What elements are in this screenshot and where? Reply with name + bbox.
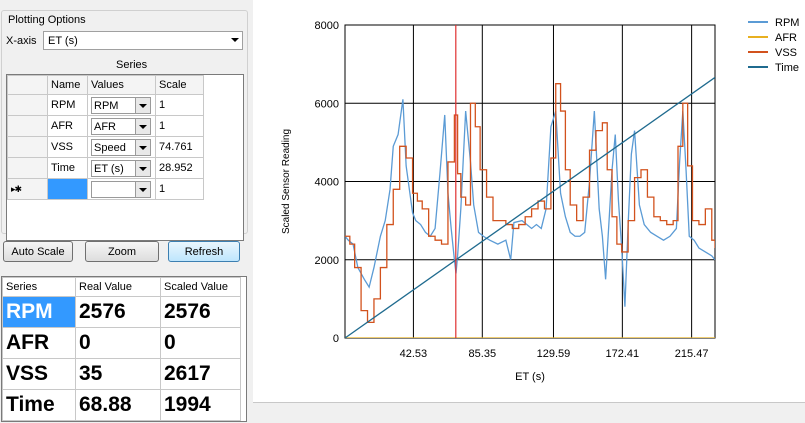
xaxis-select-value: ET (s)	[48, 35, 78, 47]
legend-label: RPM	[775, 17, 799, 29]
series-cell[interactable]: RPM	[2, 296, 76, 328]
y-tick-label: 4000	[315, 177, 339, 189]
new-row-values-cell[interactable]	[87, 178, 156, 200]
auto-scale-button[interactable]: Auto Scale	[3, 241, 73, 262]
values-combo-value: ET (s)	[94, 162, 124, 175]
chart-area[interactable]: 42.53 85.35 129.59 172.41 215.47 0 2000 4000 600…	[253, 0, 805, 402]
chevron-down-icon[interactable]	[135, 118, 150, 134]
table-row[interactable]: RPM 2576 2576	[2, 296, 241, 328]
series-values-cell[interactable]: Speed	[87, 136, 156, 158]
values-combo-value: RPM	[94, 99, 119, 112]
row-header[interactable]	[7, 136, 48, 158]
status-bar	[253, 402, 805, 423]
new-row-name-cell[interactable]	[47, 178, 88, 200]
chevron-down-icon[interactable]	[231, 38, 239, 42]
series-scale-cell[interactable]: 1	[155, 115, 204, 137]
table-row[interactable]: AFR 0 0	[2, 327, 241, 359]
column-header-name[interactable]: Name	[47, 75, 88, 95]
table-row[interactable]: VSS 35 2617	[2, 358, 241, 390]
plotting-options-group: Plotting Options X-axis ET (s) Series Na…	[1, 10, 248, 241]
values-combo-value: AFR	[94, 120, 116, 133]
legend-label: AFR	[775, 32, 797, 44]
column-header-values[interactable]: Values	[87, 75, 156, 95]
values-combo-value: Speed	[94, 141, 126, 154]
series-scale-cell[interactable]: 28.952	[155, 157, 204, 179]
column-header-scaled-value[interactable]: Scaled Value	[160, 277, 241, 297]
real-value-cell[interactable]: 2576	[75, 296, 161, 328]
values-combo[interactable]: Speed	[91, 138, 151, 156]
table-row[interactable]: VSS Speed 74.761	[7, 136, 204, 158]
y-tick-label: 6000	[315, 98, 339, 110]
table-row[interactable]: Time 68.88 1994	[2, 389, 241, 421]
series-cell[interactable]: Time	[2, 389, 76, 421]
x-tick-label: 129.59	[537, 348, 571, 360]
real-value-cell[interactable]: 68.88	[75, 389, 161, 421]
row-header-corner	[7, 75, 48, 95]
zoom-button[interactable]: Zoom	[85, 241, 159, 262]
chevron-down-icon[interactable]	[135, 139, 150, 155]
chevron-down-icon[interactable]	[135, 160, 150, 176]
row-header[interactable]	[7, 157, 48, 179]
series-values-cell[interactable]: AFR	[87, 115, 156, 137]
y-tick-label: 8000	[315, 20, 339, 32]
series-name-cell[interactable]: AFR	[47, 115, 88, 137]
x-tick-label: 215.47	[675, 348, 709, 360]
row-header[interactable]	[7, 115, 48, 137]
series-grid[interactable]: Name Values Scale RPM RPM 1 AFR AFR 1 VS…	[6, 74, 244, 241]
y-tick-label: 2000	[315, 255, 339, 267]
scaled-value-cell[interactable]: 2576	[160, 296, 241, 328]
new-row-marker-icon[interactable]: ▸✱	[7, 178, 48, 200]
x-tick-label: 172.41	[606, 348, 640, 360]
table-row[interactable]: Time ET (s) 28.952	[7, 157, 204, 179]
values-combo[interactable]: AFR	[91, 117, 151, 135]
xaxis-select[interactable]: ET (s)	[43, 31, 243, 50]
series-line-vss	[345, 83, 715, 324]
series-label: Series	[116, 59, 148, 71]
xaxis-label: X-axis	[6, 35, 37, 47]
y-tick-label: 0	[333, 333, 339, 345]
x-tick-label: 42.53	[400, 348, 428, 360]
column-header-real-value[interactable]: Real Value	[75, 277, 161, 297]
x-tick-label: 85.35	[469, 348, 497, 360]
column-header-scale[interactable]: Scale	[155, 75, 204, 95]
values-header: Series Real Value Scaled Value	[2, 277, 241, 297]
series-line-time	[345, 76, 715, 338]
values-combo[interactable]	[91, 180, 151, 198]
chevron-down-icon[interactable]	[135, 97, 150, 113]
scaled-value-cell[interactable]: 0	[160, 327, 241, 359]
series-line-rpm	[345, 99, 715, 307]
refresh-button[interactable]: Refresh	[168, 241, 240, 262]
series-grid-header: Name Values Scale	[7, 75, 204, 95]
x-axis-label: ET (s)	[515, 371, 545, 383]
series-scale-cell[interactable]: 1	[155, 94, 204, 116]
scaled-value-cell[interactable]: 1994	[160, 389, 241, 421]
row-header[interactable]	[7, 94, 48, 116]
values-table[interactable]: Series Real Value Scaled Value RPM 2576 …	[1, 276, 247, 422]
chevron-down-icon[interactable]	[135, 181, 150, 197]
new-row[interactable]: ▸✱ 1	[7, 178, 204, 200]
series-values-cell[interactable]: ET (s)	[87, 157, 156, 179]
table-row[interactable]: RPM RPM 1	[7, 94, 204, 116]
scaled-value-cell[interactable]: 2617	[160, 358, 241, 390]
real-value-cell[interactable]: 35	[75, 358, 161, 390]
new-row-scale-cell[interactable]: 1	[155, 178, 204, 200]
line-chart[interactable]: 42.53 85.35 129.59 172.41 215.47 0 2000 4000 600…	[253, 0, 805, 402]
real-value-cell[interactable]: 0	[75, 327, 161, 359]
values-combo[interactable]: RPM	[91, 96, 151, 114]
series-name-cell[interactable]: RPM	[47, 94, 88, 116]
y-axis-label: Scaled Sensor Reading	[281, 129, 292, 234]
values-combo[interactable]: ET (s)	[91, 159, 151, 177]
legend-label: VSS	[775, 47, 797, 59]
series-cell[interactable]: AFR	[2, 327, 76, 359]
series-name-cell[interactable]: Time	[47, 157, 88, 179]
series-scale-cell[interactable]: 74.761	[155, 136, 204, 158]
legend-label: Time	[775, 62, 799, 74]
series-name-cell[interactable]: VSS	[47, 136, 88, 158]
table-row[interactable]: AFR AFR 1	[7, 115, 204, 137]
column-header-series[interactable]: Series	[2, 277, 76, 297]
plotting-options-title: Plotting Options	[6, 14, 88, 26]
series-cell[interactable]: VSS	[2, 358, 76, 390]
series-values-cell[interactable]: RPM	[87, 94, 156, 116]
